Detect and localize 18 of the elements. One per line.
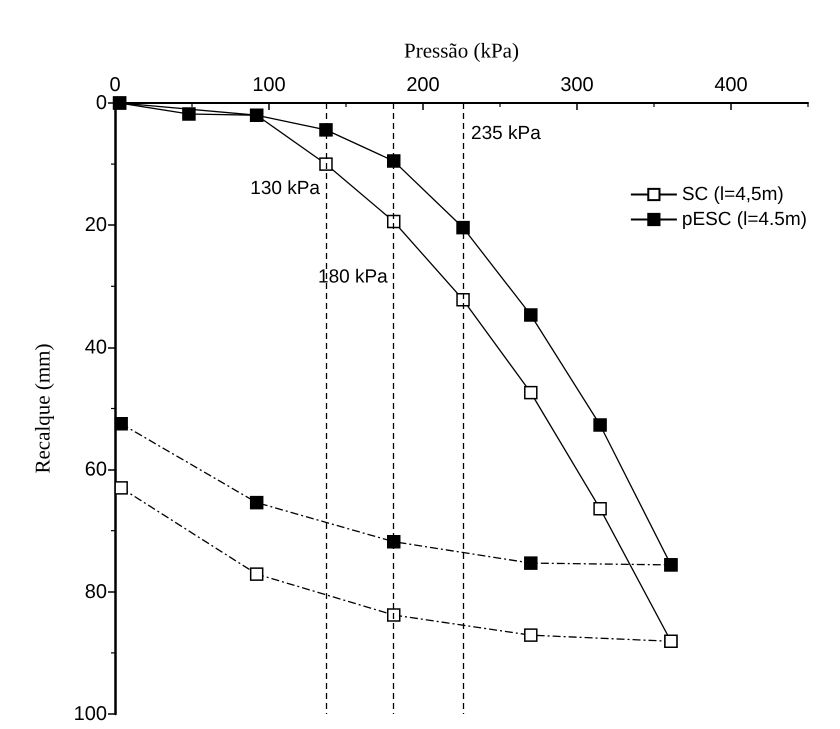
y-tick-label: 80 xyxy=(84,580,107,603)
x-tick-label: 0 xyxy=(109,74,121,96)
x-tick-label: 300 xyxy=(560,74,594,96)
x-tick-label: 200 xyxy=(406,74,440,96)
y-tick-label: 100 xyxy=(74,703,107,725)
y-tick-label: 60 xyxy=(84,458,107,481)
y-tick-label: 0 xyxy=(96,92,107,114)
y-axis-title: Recalque (mm) xyxy=(30,343,54,474)
x-tick-label: 100 xyxy=(252,74,286,96)
x-tick-label: 400 xyxy=(714,74,748,96)
y-tick-label: 40 xyxy=(84,336,107,358)
ref-line-label: 235 kPa xyxy=(471,123,542,144)
y-tick-label: 20 xyxy=(84,214,107,236)
legend-label: SC (l=4,5m) xyxy=(682,184,784,205)
x-axis-title: Pressão (kPa) xyxy=(404,38,519,62)
legend-label: pESC (l=4.5m) xyxy=(682,209,807,230)
ref-line-label: 180 kPa xyxy=(318,266,388,288)
ref-line-label: 130 kPa xyxy=(250,178,320,200)
